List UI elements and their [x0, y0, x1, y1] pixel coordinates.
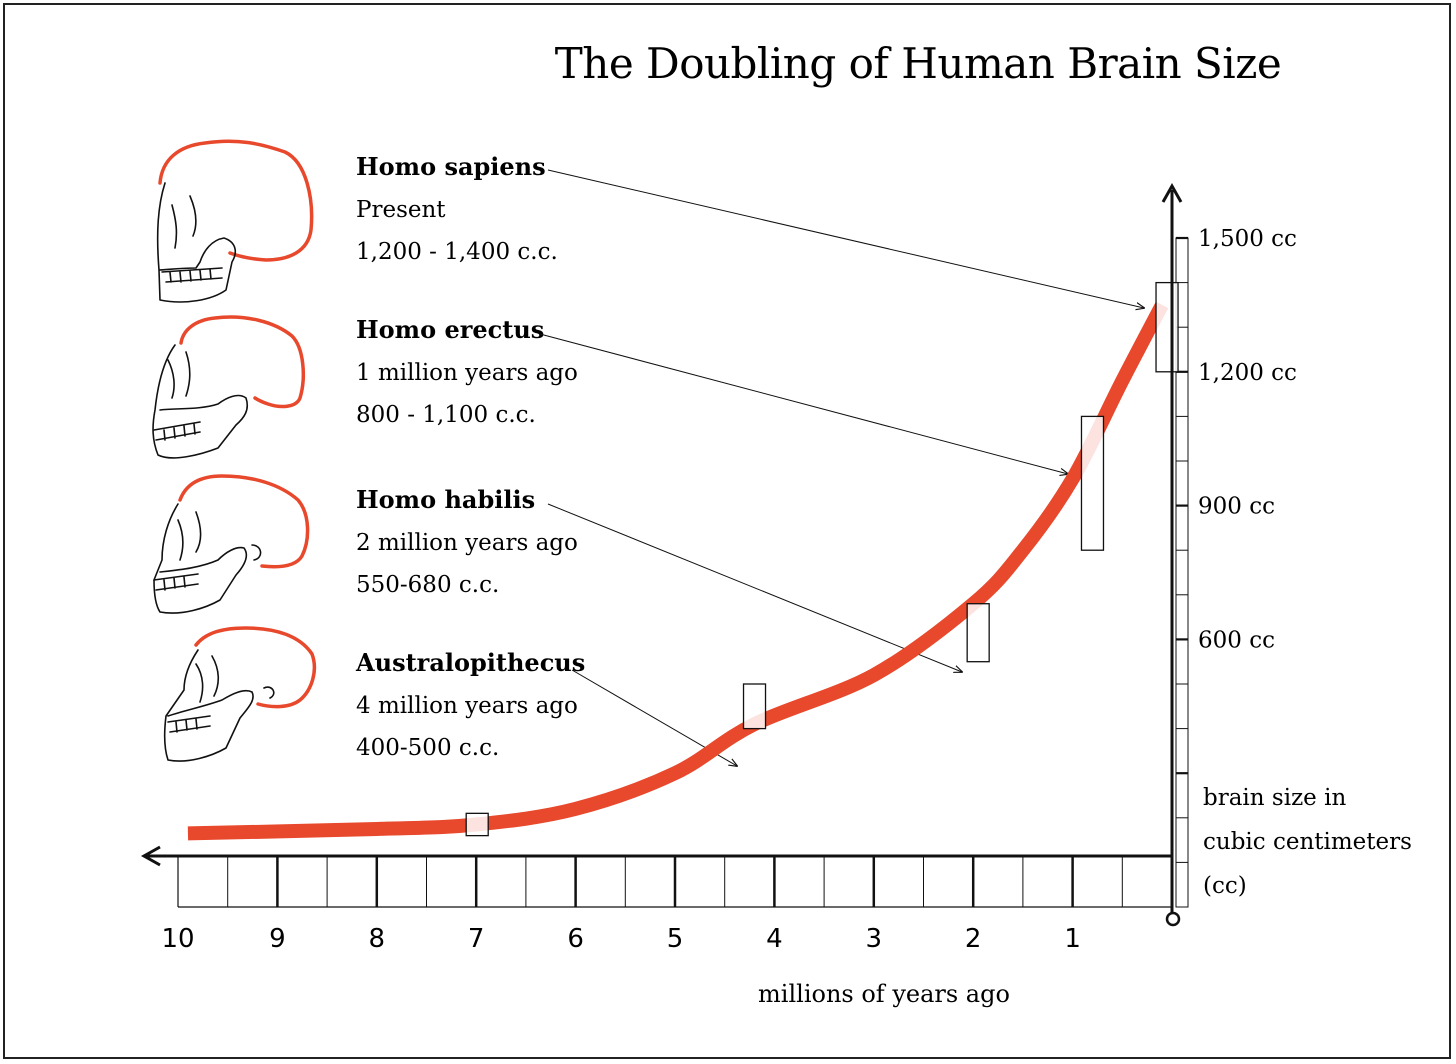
y-axis-label: brain size in cubic centimeters (cc): [1203, 785, 1412, 899]
species-era: Present: [356, 197, 446, 223]
axes: [140, 182, 1183, 927]
species-label-erectus: Homo erectus 1 million years ago 800 - 1…: [356, 315, 578, 428]
x-tick-label: 2: [965, 924, 982, 954]
y-axis-label-line: brain size in: [1203, 785, 1346, 811]
x-axis-label: millions of years ago: [758, 980, 1010, 1008]
y-axis-label-line: (cc): [1203, 873, 1247, 899]
chart-frame: [3, 3, 1451, 1059]
species-era: 1 million years ago: [356, 360, 578, 386]
y-tick-label: 900 cc: [1198, 494, 1275, 520]
y-axis-arrow-icon: [1161, 182, 1183, 203]
species-name: Australopithecus: [355, 648, 585, 677]
species-label-habilis: Homo habilis 2 million years ago 550-680…: [356, 485, 578, 598]
x-tick-label: 4: [766, 924, 783, 954]
range-boxes: [465, 281, 1179, 837]
skull-australopithecus-icon: [163, 626, 317, 762]
species-name: Homo habilis: [356, 485, 535, 514]
y-tick-label: 1,500 cc: [1198, 226, 1297, 252]
species-label-sapiens: Homo sapiens Present 1,200 - 1,400 c.c.: [356, 152, 558, 265]
origin-marker: [1165, 911, 1181, 927]
species-brain-size: 550-680 c.c.: [356, 572, 499, 598]
species-brain-size: 1,200 - 1,400 c.c.: [356, 239, 558, 265]
x-tick-label: 5: [667, 924, 684, 954]
y-tick-label: 1,200 cc: [1198, 360, 1297, 386]
species-brain-size: 800 - 1,100 c.c.: [356, 402, 536, 428]
species-name: Homo erectus: [356, 315, 544, 344]
x-tick-label: 7: [468, 924, 485, 954]
axis-grid: [177, 236, 1189, 908]
y-axis-label-line: cubic centimeters: [1203, 829, 1412, 855]
x-axis-arrow-icon: [140, 845, 161, 867]
species-brain-size: 400-500 c.c.: [356, 735, 499, 761]
y-tick-label: 600 cc: [1198, 627, 1275, 653]
x-tick-label: 10: [161, 924, 194, 954]
leader-arrow-erectus: [539, 333, 1068, 474]
skull-erectus-icon: [152, 315, 306, 459]
x-tick-label: 3: [866, 924, 883, 954]
range-box-3: [742, 683, 767, 730]
brain-size-curve: [187, 301, 1169, 841]
skull-habilis-icon: [153, 474, 310, 614]
species-name: Homo sapiens: [356, 152, 546, 181]
range-box-2: [966, 603, 990, 663]
x-tick-label: 1: [1064, 924, 1081, 954]
leader-arrow-sapiens: [547, 169, 1144, 308]
x-tick-label: 6: [567, 924, 584, 954]
species-era: 2 million years ago: [356, 530, 578, 556]
range-box-0: [1155, 281, 1179, 373]
x-tick-label: 9: [269, 924, 286, 954]
skull-sapiens-icon: [156, 139, 314, 303]
x-tick-labels: 10 9 8 7 6 5 4 3 2 1: [161, 924, 1080, 954]
range-box-1: [1080, 415, 1105, 551]
leader-arrow-habilis: [547, 503, 962, 672]
range-box-early: [465, 812, 489, 837]
chart-title: The Doubling of Human Brain Size: [555, 39, 1281, 88]
species-label-australopithecus: Australopithecus 4 million years ago 400…: [355, 648, 585, 761]
x-tick-label: 8: [369, 924, 386, 954]
y-tick-labels: 1,500 cc 1,200 cc 900 cc 600 cc: [1198, 226, 1297, 653]
species-era: 4 million years ago: [356, 693, 578, 719]
